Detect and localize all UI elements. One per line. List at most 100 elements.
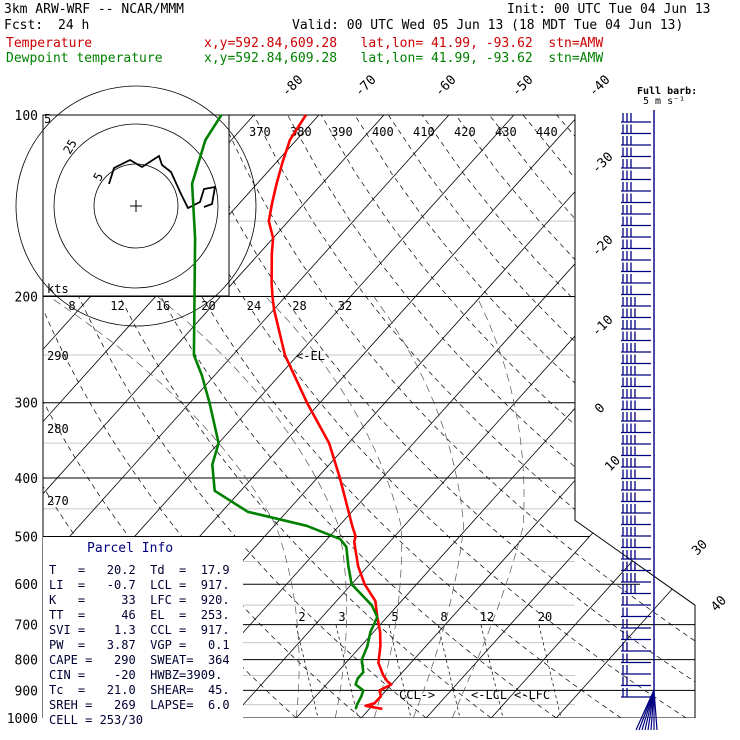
hodograph-speed-label: 32 bbox=[338, 299, 352, 313]
moist-adiabat bbox=[451, 296, 525, 718]
hodograph-speed-label: 28 bbox=[292, 299, 306, 313]
isotherm-line bbox=[555, 115, 695, 718]
dry-adiabat bbox=[455, 115, 695, 718]
isotherm-label: -20 bbox=[589, 233, 616, 260]
dry-adiabat bbox=[354, 115, 695, 718]
dry-adiabat bbox=[253, 115, 695, 718]
hodograph-ring bbox=[53, 123, 219, 289]
pressure-tick-label: 900 bbox=[15, 684, 38, 699]
mixing-ratio-label: 5 bbox=[391, 610, 398, 624]
parcel-info-row: PW = 3.87 VGP = 0.1 bbox=[49, 638, 230, 652]
parcel-info-row: LI = -0.7 LCL = 917. bbox=[49, 578, 230, 592]
moist-adiabat bbox=[265, 296, 402, 718]
hodograph-speed-label: 12 bbox=[110, 299, 124, 313]
hodograph-ring-label: 5 bbox=[44, 112, 51, 126]
dry-adiabat bbox=[186, 115, 695, 718]
parcel-info-row: T = 20.2 Td = 17.9 bbox=[49, 563, 230, 577]
theta-e-label: 440 bbox=[536, 125, 558, 139]
parcel-info-row: SREH = 269 LAPSE= 6.0 bbox=[49, 698, 230, 712]
mixing-ratio-label: 2 bbox=[298, 610, 305, 624]
dry-adiabat bbox=[152, 115, 687, 718]
isotherm-line bbox=[295, 115, 695, 718]
parcel-info-row: CIN = -20 HWBZ=3909. bbox=[49, 668, 222, 682]
pressure-tick-label: 100 bbox=[15, 109, 38, 124]
hodograph-speed-label: 20 bbox=[201, 299, 215, 313]
pressure-tick-label: 400 bbox=[15, 472, 38, 487]
hodograph-speed-label: 24 bbox=[247, 299, 261, 313]
dry-adiabat bbox=[219, 115, 695, 718]
isotherm-label: 40 bbox=[708, 593, 730, 615]
parcel-info-row: TT = 46 EL = 253. bbox=[49, 608, 230, 622]
mixing-ratio-line bbox=[295, 624, 319, 718]
parcel-info-title: Parcel Info bbox=[87, 541, 173, 556]
pressure-tick-label: 800 bbox=[15, 654, 38, 669]
isotherm-line bbox=[43, 115, 385, 718]
mixing-ratio-line bbox=[480, 624, 504, 718]
dry-adiabat bbox=[43, 115, 427, 718]
pressure-tick-label: 300 bbox=[15, 397, 38, 412]
parcel-info-row: CELL = 253/30 bbox=[49, 713, 143, 727]
pressure-tick-label: 1000 bbox=[7, 712, 38, 727]
theta-e-label: 390 bbox=[331, 125, 353, 139]
parcel-info-row: SVI = 1.3 CCL = 917. bbox=[49, 623, 230, 637]
moist-adiabat bbox=[49, 296, 300, 718]
forecast-label: Fcst: bbox=[4, 18, 44, 33]
theta-e-label: 400 bbox=[372, 125, 394, 139]
parcel-info-row: Tc = 21.0 SHEAR= 45. bbox=[49, 683, 230, 697]
barb-key-title: Full barb: bbox=[637, 86, 697, 97]
mixing-ratio-label: 3 bbox=[338, 610, 345, 624]
temperature-location: x,y=592.84,609.28 lat,lon= 41.99, -93.62… bbox=[204, 36, 604, 51]
dry-adiabat bbox=[118, 115, 622, 718]
theta-label: 270 bbox=[47, 494, 69, 508]
mixing-ratio-label: 8 bbox=[440, 610, 447, 624]
parcel-info-box bbox=[43, 537, 243, 718]
isotherm-label: -80 bbox=[279, 73, 306, 100]
hodograph-speed-label: 16 bbox=[156, 299, 170, 313]
temperature-profile bbox=[267, 114, 393, 711]
dewpoint-location: x,y=592.84,609.28 lat,lon= 41.99, -93.62… bbox=[204, 51, 604, 66]
dry-adiabat bbox=[590, 115, 695, 718]
moist-adiabat bbox=[157, 296, 347, 718]
theta-e-label: 410 bbox=[413, 125, 435, 139]
hodograph-ring bbox=[15, 85, 257, 327]
isotherm-line bbox=[490, 115, 695, 718]
barb-key-units: 5 m s⁻¹ bbox=[643, 96, 685, 107]
mixing-ratio-line bbox=[538, 624, 562, 718]
pressure-tick-label: 700 bbox=[15, 619, 38, 634]
dry-adiabat bbox=[320, 115, 695, 718]
mixing-ratio-label: 12 bbox=[480, 610, 494, 624]
level-marker: <-LFC bbox=[514, 688, 550, 702]
dewpoint-profile bbox=[190, 114, 379, 710]
isotherm-label: 10 bbox=[602, 453, 624, 475]
hodograph-speed-label: 8 bbox=[68, 299, 75, 313]
forecast-hour: 24 h bbox=[58, 18, 90, 33]
level-marker: <-LCL bbox=[471, 688, 507, 702]
mixing-ratio-line bbox=[437, 624, 461, 718]
theta-e-label: 420 bbox=[454, 125, 476, 139]
dewpoint-legend: Dewpoint temperature bbox=[6, 51, 163, 66]
isotherm-label: -40 bbox=[586, 73, 613, 100]
isotherm-label: -70 bbox=[352, 73, 379, 100]
dry-adiabat bbox=[51, 115, 492, 718]
isotherm-line bbox=[425, 115, 695, 718]
mixing-ratio-line bbox=[335, 624, 359, 718]
mixing-ratio-label: 20 bbox=[538, 610, 552, 624]
isotherm-label: 30 bbox=[689, 537, 711, 559]
parcel-info-row: K = 33 LFC = 920. bbox=[49, 593, 230, 607]
theta-label: 290 bbox=[47, 349, 69, 363]
moist-adiabat bbox=[373, 296, 465, 718]
init-time: Init: 00 UTC Tue 04 Jun 13 bbox=[507, 2, 711, 17]
model-title: 3km ARW-WRF -- NCAR/MMM bbox=[4, 2, 185, 17]
level-marker: CCL-> bbox=[399, 688, 435, 702]
pressure-tick-label: 600 bbox=[15, 578, 38, 593]
level-marker: <-EL bbox=[296, 349, 325, 363]
isotherm-line bbox=[360, 115, 695, 718]
dry-adiabat bbox=[287, 115, 695, 718]
hodograph-ring-label: 25 bbox=[60, 137, 79, 157]
isotherm-label: -10 bbox=[589, 313, 616, 340]
dry-adiabat bbox=[421, 115, 695, 718]
hodograph-trace bbox=[108, 154, 217, 210]
dry-adiabat bbox=[43, 115, 362, 718]
valid-time: Valid: 00 UTC Wed 05 Jun 13 (18 MDT Tue … bbox=[292, 18, 684, 33]
